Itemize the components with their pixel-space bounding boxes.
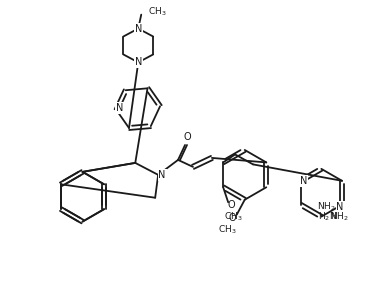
Text: O: O — [229, 213, 237, 223]
Text: N: N — [336, 202, 344, 212]
Text: CH$_3$: CH$_3$ — [217, 223, 236, 236]
Text: CH$_3$: CH$_3$ — [148, 5, 167, 18]
Text: CH$_3$: CH$_3$ — [224, 211, 242, 224]
Text: O: O — [227, 200, 235, 210]
Text: NH$_2$: NH$_2$ — [330, 210, 348, 223]
Text: O: O — [183, 132, 191, 142]
Text: N: N — [158, 170, 166, 180]
Text: N: N — [300, 176, 307, 186]
Text: N: N — [116, 103, 123, 113]
Text: NH$_2$: NH$_2$ — [317, 201, 336, 213]
Text: N: N — [135, 57, 142, 67]
Text: H$_2$N: H$_2$N — [318, 210, 337, 223]
Text: N: N — [135, 24, 142, 34]
